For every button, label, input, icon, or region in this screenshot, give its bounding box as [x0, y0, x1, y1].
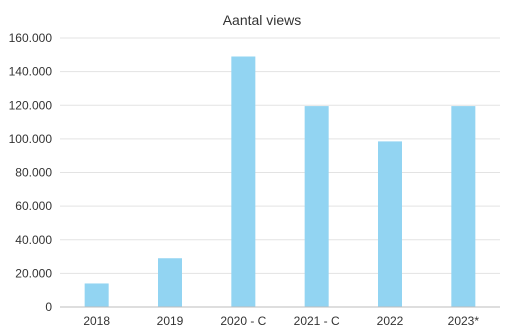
bars	[84, 56, 476, 308]
x-axis: 2018 2019 2020 - C 2021 - C 2022 2023*	[60, 306, 500, 328]
bar	[84, 283, 109, 307]
x-tick-label: 2023*	[448, 314, 480, 328]
y-tick-label: 80.000	[15, 166, 52, 180]
bar	[451, 106, 476, 307]
bar	[158, 258, 182, 307]
y-tick-label: 140.000	[9, 65, 53, 79]
y-tick-label: 100.000	[9, 132, 53, 146]
x-tick-label: 2019	[157, 314, 184, 328]
x-tick-label: 2018	[83, 314, 110, 328]
y-tick-label: 120.000	[9, 98, 53, 112]
chart-title: Aantal views	[223, 12, 302, 28]
y-tick-label: 20.000	[15, 266, 52, 280]
x-tick-label: 2021 - C	[294, 314, 340, 328]
x-tick-label: 2020 - C	[220, 314, 266, 328]
y-tick-label: 0	[45, 300, 52, 314]
y-axis: 0 20.000 40.000 60.000 80.000 100.000 120.000 1…	[9, 31, 53, 314]
y-tick-label: 40.000	[15, 233, 52, 247]
y-tick-label: 60.000	[15, 199, 52, 213]
y-tick-label: 160.000	[9, 31, 53, 45]
bar	[231, 56, 256, 308]
gridlines	[60, 37, 500, 274]
bar	[304, 106, 329, 307]
x-tick-label: 2022	[377, 314, 404, 328]
bar	[378, 141, 402, 307]
